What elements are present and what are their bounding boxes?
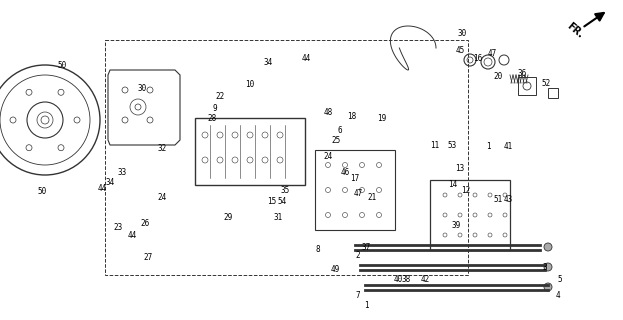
Text: 44: 44	[127, 231, 136, 241]
Text: 6: 6	[338, 125, 342, 134]
Text: 19: 19	[378, 114, 387, 123]
Circle shape	[544, 263, 552, 271]
Text: 39: 39	[452, 220, 460, 229]
Text: 4: 4	[556, 292, 560, 300]
Text: 50: 50	[37, 188, 47, 196]
Text: 16: 16	[473, 53, 483, 62]
Text: 41: 41	[503, 141, 513, 150]
Text: 30: 30	[457, 28, 467, 37]
Text: 35: 35	[280, 186, 290, 195]
Text: 28: 28	[207, 114, 217, 123]
Text: 30: 30	[138, 84, 146, 92]
Text: 31: 31	[273, 213, 283, 222]
Text: 24: 24	[158, 194, 166, 203]
Text: 12: 12	[462, 186, 470, 195]
Text: 47: 47	[353, 189, 363, 198]
Text: 37: 37	[361, 244, 371, 252]
Circle shape	[544, 243, 552, 251]
Text: 44: 44	[302, 53, 311, 62]
Text: 14: 14	[449, 180, 458, 188]
Text: 1: 1	[486, 141, 490, 150]
Text: 15: 15	[267, 197, 277, 206]
Text: 25: 25	[331, 135, 341, 145]
Text: 23: 23	[113, 223, 123, 233]
Text: 33: 33	[117, 167, 126, 177]
Text: 54: 54	[277, 197, 287, 206]
Text: 53: 53	[447, 140, 457, 149]
Text: 44: 44	[97, 183, 107, 193]
Text: 8: 8	[316, 245, 320, 254]
Text: 42: 42	[421, 276, 430, 284]
Text: 1: 1	[364, 300, 368, 309]
Text: 34: 34	[264, 58, 273, 67]
Text: 2: 2	[356, 252, 360, 260]
Bar	[548, 88, 558, 98]
Text: 13: 13	[455, 164, 465, 172]
Text: 29: 29	[224, 213, 232, 222]
Text: 21: 21	[368, 194, 377, 203]
Text: 18: 18	[348, 111, 356, 121]
Text: 32: 32	[158, 143, 166, 153]
Text: 45: 45	[455, 45, 465, 54]
Text: 40: 40	[393, 276, 402, 284]
Text: 52: 52	[541, 78, 551, 87]
Text: 47: 47	[487, 49, 497, 58]
Text: 17: 17	[350, 173, 359, 182]
Text: 20: 20	[493, 71, 503, 81]
Text: 34: 34	[105, 178, 115, 187]
Text: 50: 50	[57, 60, 67, 69]
Text: 51: 51	[493, 196, 503, 204]
Text: 9: 9	[212, 103, 217, 113]
Text: 7: 7	[356, 291, 360, 300]
Text: 5: 5	[558, 276, 563, 284]
Text: FR.: FR.	[565, 20, 585, 40]
Circle shape	[544, 283, 552, 291]
Text: 46: 46	[340, 167, 350, 177]
Text: 48: 48	[323, 108, 333, 116]
Bar	[518, 77, 536, 95]
Text: 43: 43	[503, 196, 513, 204]
Text: 11: 11	[430, 140, 440, 149]
Text: 10: 10	[245, 79, 255, 89]
Text: 27: 27	[143, 253, 153, 262]
Text: 38: 38	[401, 276, 411, 284]
Text: 22: 22	[216, 92, 225, 100]
Text: 36: 36	[517, 68, 526, 77]
Text: 3: 3	[543, 263, 548, 273]
Text: 24: 24	[323, 151, 333, 161]
Text: 49: 49	[330, 266, 340, 275]
Text: 26: 26	[140, 220, 150, 228]
